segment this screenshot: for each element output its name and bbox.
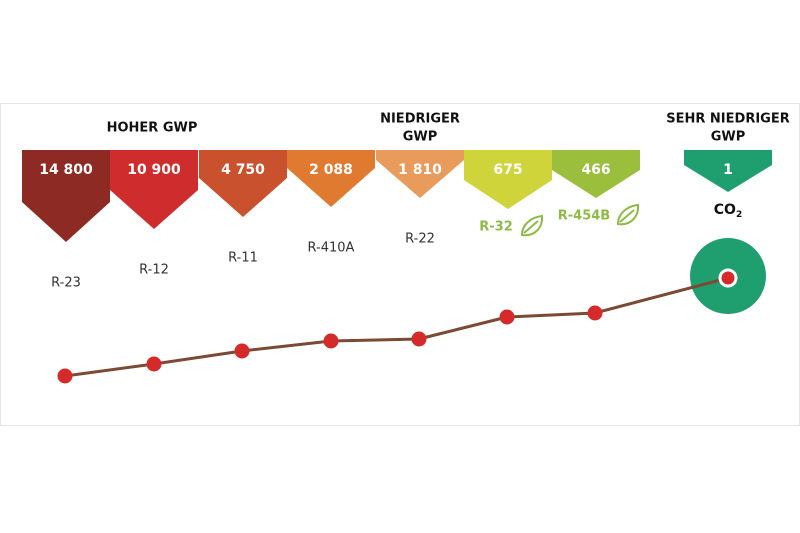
gwp-arrow [552,150,640,198]
gwp-arrow [287,150,375,207]
gwp-arrow [464,150,552,209]
gwp-value: 466 [581,162,610,178]
heading: GWP [403,130,438,145]
gwp-value: 2 088 [309,162,353,178]
trend-dot [57,368,73,384]
refrigerant-subscript: 2 [736,210,742,220]
trend-dot [323,333,339,349]
trend-line [64,276,729,378]
refrigerant-name: CO2 [714,202,742,220]
gwp-value: 675 [493,162,522,178]
leaf-icon [616,203,640,226]
trend-dot [146,356,162,372]
gwp-value: 4 750 [221,162,265,178]
heading: HOHER GWP [107,121,198,136]
gwp-arrow [199,150,287,217]
heading: GWP [711,130,746,145]
gwp-arrow [110,150,198,229]
refrigerant-name: R-410A [308,241,355,256]
gwp-value: 1 [723,162,733,178]
refrigerant-name: R-454B [558,209,610,224]
leaf-icon [520,214,544,237]
gwp-value: 1 810 [398,162,442,178]
trend-dot [718,268,738,288]
refrigerant-name: R-23 [51,276,81,291]
gwp-arrow [22,150,110,242]
trend-dot [499,309,515,325]
trend-dot [411,331,427,347]
heading: NIEDRIGER [380,112,460,127]
gwp-arrow [684,150,772,192]
gwp-arrow [376,150,464,198]
heading: SEHR NIEDRIGER [666,112,789,127]
refrigerant-name: R-32 [479,220,513,235]
trend-dot [234,343,250,359]
gwp-value: 10 900 [127,162,181,178]
refrigerant-formula: CO [714,202,736,218]
refrigerant-name: R-11 [228,251,258,266]
refrigerant-name: R-22 [405,232,435,247]
refrigerant-name: R-12 [139,263,169,278]
trend-dot [587,305,603,321]
gwp-value: 14 800 [39,162,93,178]
